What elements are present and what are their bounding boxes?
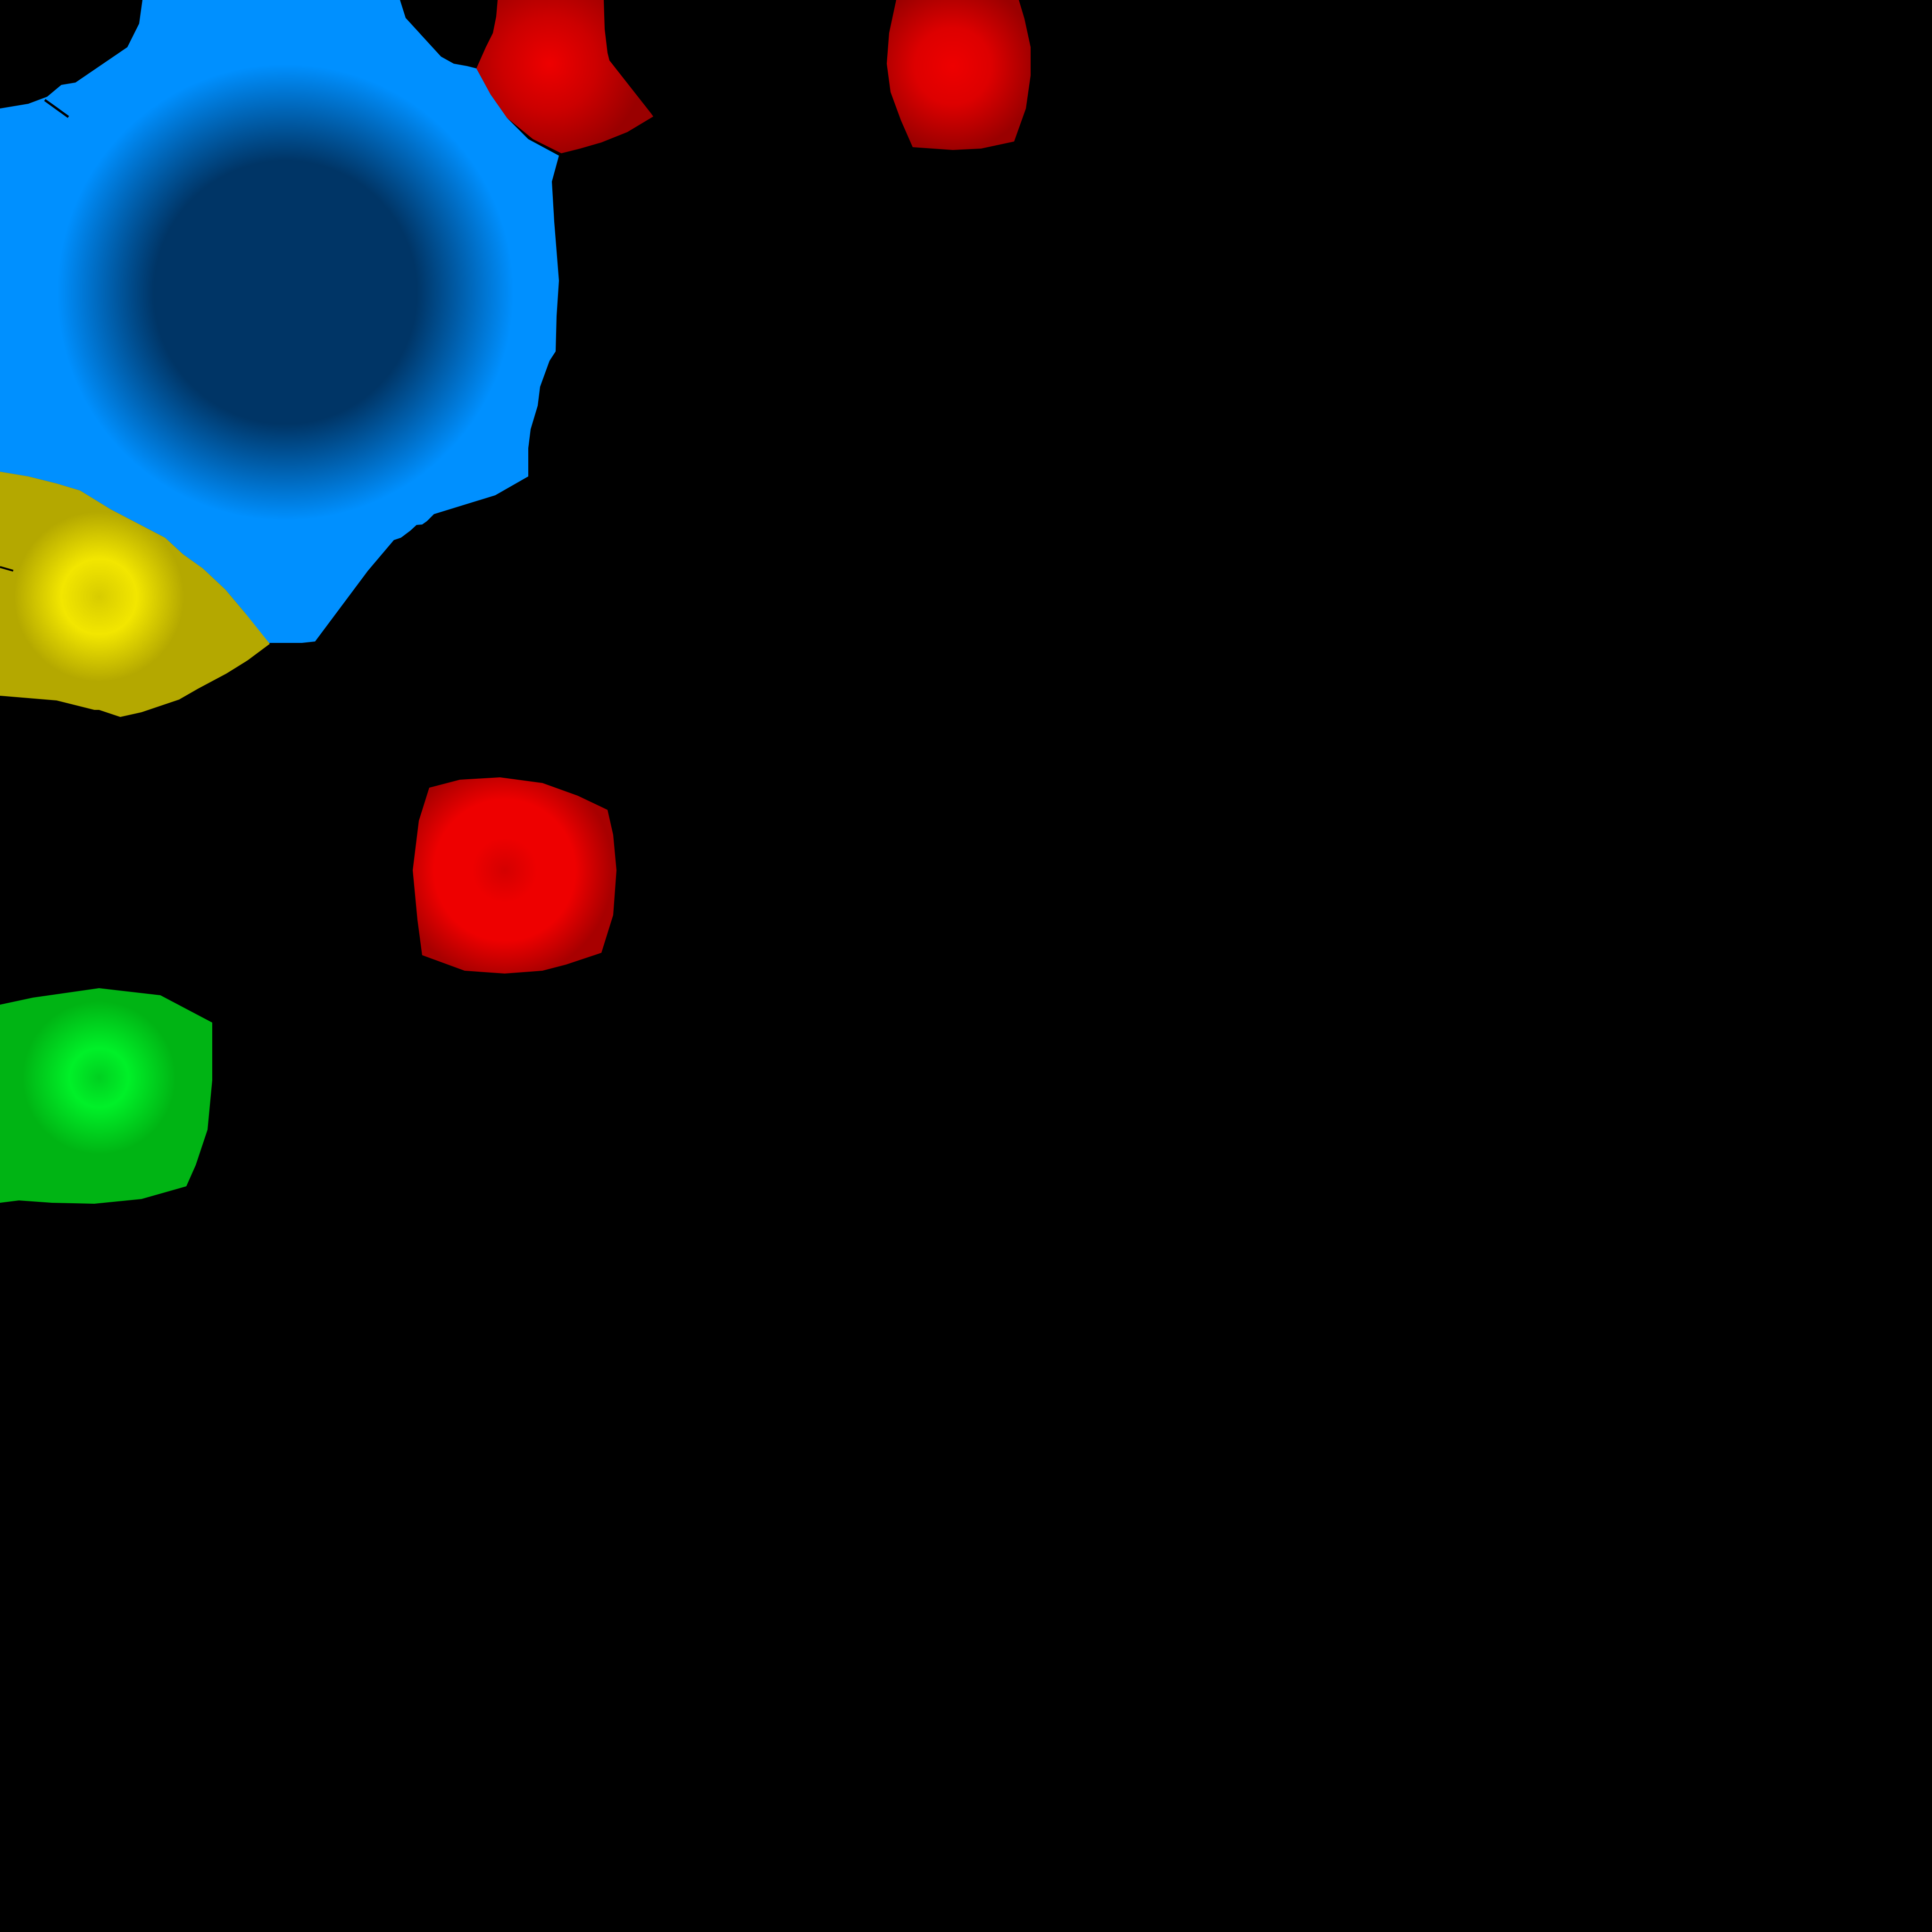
red-blob-top-left-body: [476, 0, 653, 153]
yellow-blob[interactable]: [0, 472, 270, 717]
crack-mark-left: [0, 566, 14, 572]
blue-blob-body: [0, 0, 559, 643]
red-blob-top-left[interactable]: [476, 0, 653, 153]
green-blob-body: [0, 988, 212, 1204]
red-blob-top-right[interactable]: [887, 0, 1031, 150]
red-blob-top-right-body: [887, 0, 1031, 150]
red-blob-middle[interactable]: [413, 777, 616, 974]
blue-blob[interactable]: [0, 0, 559, 643]
red-blob-middle-body: [413, 777, 616, 974]
green-blob[interactable]: [0, 988, 212, 1204]
yellow-blob-body: [0, 472, 270, 717]
crack-mark-top: [44, 99, 69, 118]
